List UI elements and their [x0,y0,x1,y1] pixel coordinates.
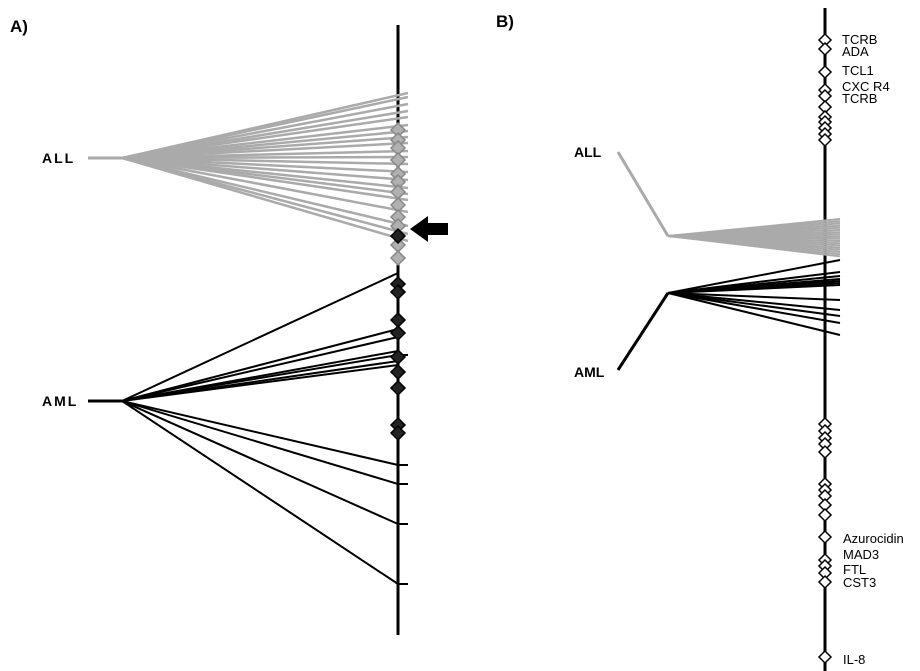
all-branch [121,115,409,160]
gene-diamond [817,649,833,665]
panel-b-aml-fan [667,259,841,336]
all-branch [121,156,409,182]
aml-branch [667,292,841,324]
panel-b-aml-label: AML [574,364,605,380]
all-branch [121,156,409,166]
aml-branch [667,284,841,294]
aml-branch [121,400,399,525]
aml-branch [121,272,399,402]
aml-branch [121,364,399,402]
arrow-icon [410,216,448,242]
gene-label-cst3: CST3 [843,575,876,590]
aml-branch [667,292,841,317]
gene-label-mad3: MAD3 [843,547,879,562]
panel-b-label: B) [496,12,514,31]
panel-a-aml-fan [121,272,408,585]
gene-diamond [817,574,833,590]
aml-diamond [389,424,407,442]
aml-branch [667,292,841,301]
gene-label-tcl1: TCL1 [842,63,874,78]
all-branch [121,156,409,202]
gene-label-tcrb-1: TCRB [842,32,877,47]
gene-label-il8: IL-8 [843,652,865,667]
gene-diamond [817,444,833,460]
panel-b-all-label: ALL [574,144,602,160]
panel-a-all-fan [121,91,409,243]
aml-branch [121,400,399,585]
panel-b-all-fan [667,218,841,258]
gene-label-cxcr4: CXC R4 [842,79,890,94]
aml-branch [121,400,399,485]
gene-label-azurocidin: Azurocidin [843,531,904,546]
all-branch [121,156,409,243]
panel-b: B) ALL AML TCRB ADA TCL1 CXC R4 TCRB Azu… [496,8,904,671]
aml-branch [121,400,399,466]
all-branch [121,156,409,214]
all-branch [121,141,409,160]
all-branch [121,156,409,228]
aml-branch [667,292,841,336]
aml-diamond [389,311,407,329]
panel-b-all-stem [616,151,670,237]
panel-a-diamonds [389,121,407,442]
panel-a-aml-label: AML [42,393,78,409]
aml-branch [121,328,399,402]
aml-branch [121,336,399,402]
gene-label-ada: ADA [842,44,869,59]
all-branch [667,235,841,258]
panel-a-all-label: ALL [42,150,75,166]
aml-diamond [389,283,407,301]
panel-b-aml-stem [616,292,670,371]
gene-label-ftl: FTL [843,562,866,577]
aml-diamond [389,324,407,342]
panel-a-label: A) [10,17,28,36]
all-diamond [389,249,407,267]
gene-diamond [817,41,833,57]
all-diamond-highlight [389,227,407,245]
panel-a: A) ALL AML [10,17,448,635]
all-branch [121,156,409,174]
aml-branch [667,259,841,294]
aml-diamond [389,379,407,397]
gene-diamond [817,507,833,523]
gene-diamond [817,132,833,148]
gene-diamond [817,64,833,80]
panel-b-diamonds [817,32,833,665]
aml-diamond [389,363,407,381]
gene-label-tcrb-2: TCRB [842,91,877,106]
gene-diamond [817,529,833,545]
